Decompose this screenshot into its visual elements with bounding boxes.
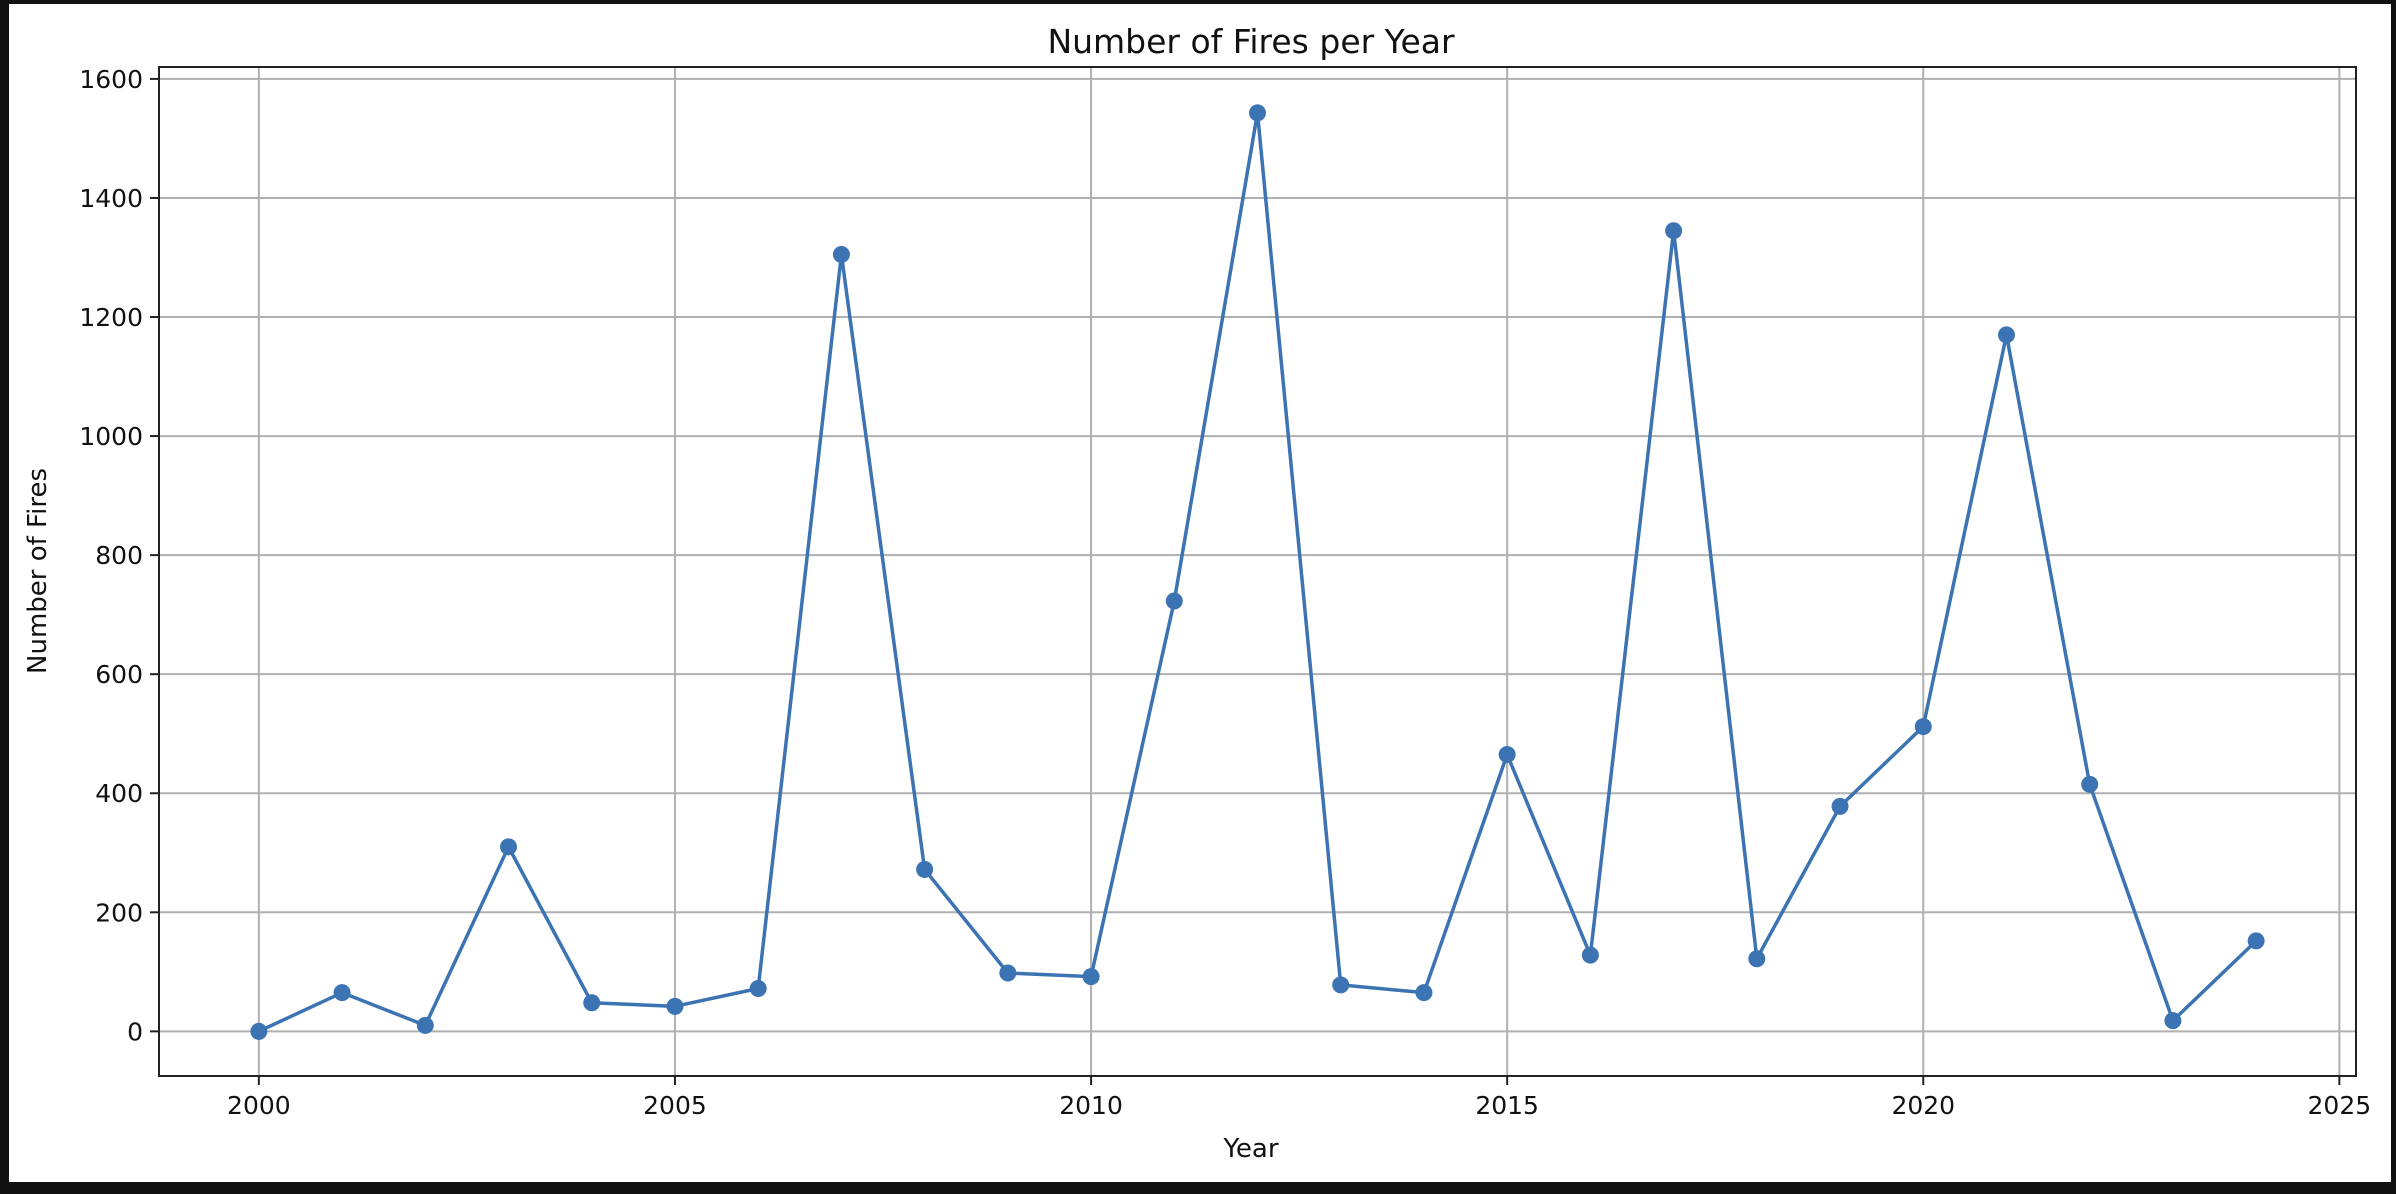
data-point-marker	[1914, 718, 1932, 736]
y-tick-label: 1200	[79, 303, 143, 332]
data-point-marker	[333, 984, 351, 1002]
y-tick-label: 1600	[79, 65, 143, 94]
y-tick-label: 200	[95, 898, 143, 927]
data-point-marker	[1082, 968, 1100, 986]
y-tick-label: 1000	[79, 422, 143, 451]
chart-title: Number of Fires per Year	[1047, 22, 1455, 61]
series-marker-layer	[250, 104, 2265, 1040]
x-tick-label: 2010	[1059, 1091, 1123, 1120]
data-point-marker	[666, 997, 684, 1015]
y-tick-label: 400	[95, 779, 143, 808]
data-point-marker	[832, 246, 850, 264]
data-point-marker	[1498, 746, 1516, 764]
x-tick-label: 2015	[1475, 1091, 1539, 1120]
y-axis-label: Number of Fires	[23, 468, 53, 674]
tick-layer: 2000 2005 2010 2015 2020 2025 0 200 400 600 800 100…	[79, 65, 2371, 1120]
series-line	[257, 111, 2258, 1034]
data-point-marker	[583, 994, 601, 1012]
data-point-marker	[2247, 932, 2265, 950]
data-point-marker	[500, 838, 518, 856]
line-chart: 2000 2005 2010 2015 2020 2025 0 200 400 600 800 100…	[23, 22, 2371, 1164]
data-point-marker	[1748, 950, 1766, 968]
chart-figure: 2000 2005 2010 2015 2020 2025 0 200 400 600 800 100…	[9, 4, 2391, 1182]
data-point-marker	[1831, 797, 1849, 815]
data-point-marker	[1415, 984, 1433, 1002]
data-point-marker	[250, 1022, 268, 1040]
y-tick-label: 0	[127, 1017, 143, 1046]
data-point-marker	[1997, 326, 2015, 344]
y-tick-label: 800	[95, 541, 143, 570]
data-point-marker	[1249, 104, 1266, 122]
data-point-marker	[749, 979, 767, 997]
data-point-marker	[916, 860, 934, 878]
data-point-marker	[1165, 592, 1183, 610]
data-point-marker	[1332, 976, 1350, 994]
y-tick-label: 1400	[79, 184, 143, 213]
x-axis-label: Year	[1222, 1134, 1278, 1164]
x-tick-label: 2005	[643, 1091, 707, 1120]
data-point-marker	[2081, 775, 2099, 793]
data-point-marker	[999, 964, 1017, 982]
data-point-marker	[2164, 1012, 2182, 1030]
x-tick-label: 2025	[2308, 1091, 2372, 1120]
series-line-layer	[257, 111, 2258, 1034]
y-tick-label: 600	[95, 660, 143, 689]
x-tick-label: 2020	[1891, 1091, 1955, 1120]
plot-area-frame	[158, 66, 2357, 1077]
data-point-marker	[1665, 222, 1683, 240]
data-point-marker	[1581, 946, 1599, 964]
x-tick-label: 2000	[227, 1091, 291, 1120]
data-point-marker	[416, 1016, 434, 1034]
grid-layer	[159, 67, 2356, 1076]
